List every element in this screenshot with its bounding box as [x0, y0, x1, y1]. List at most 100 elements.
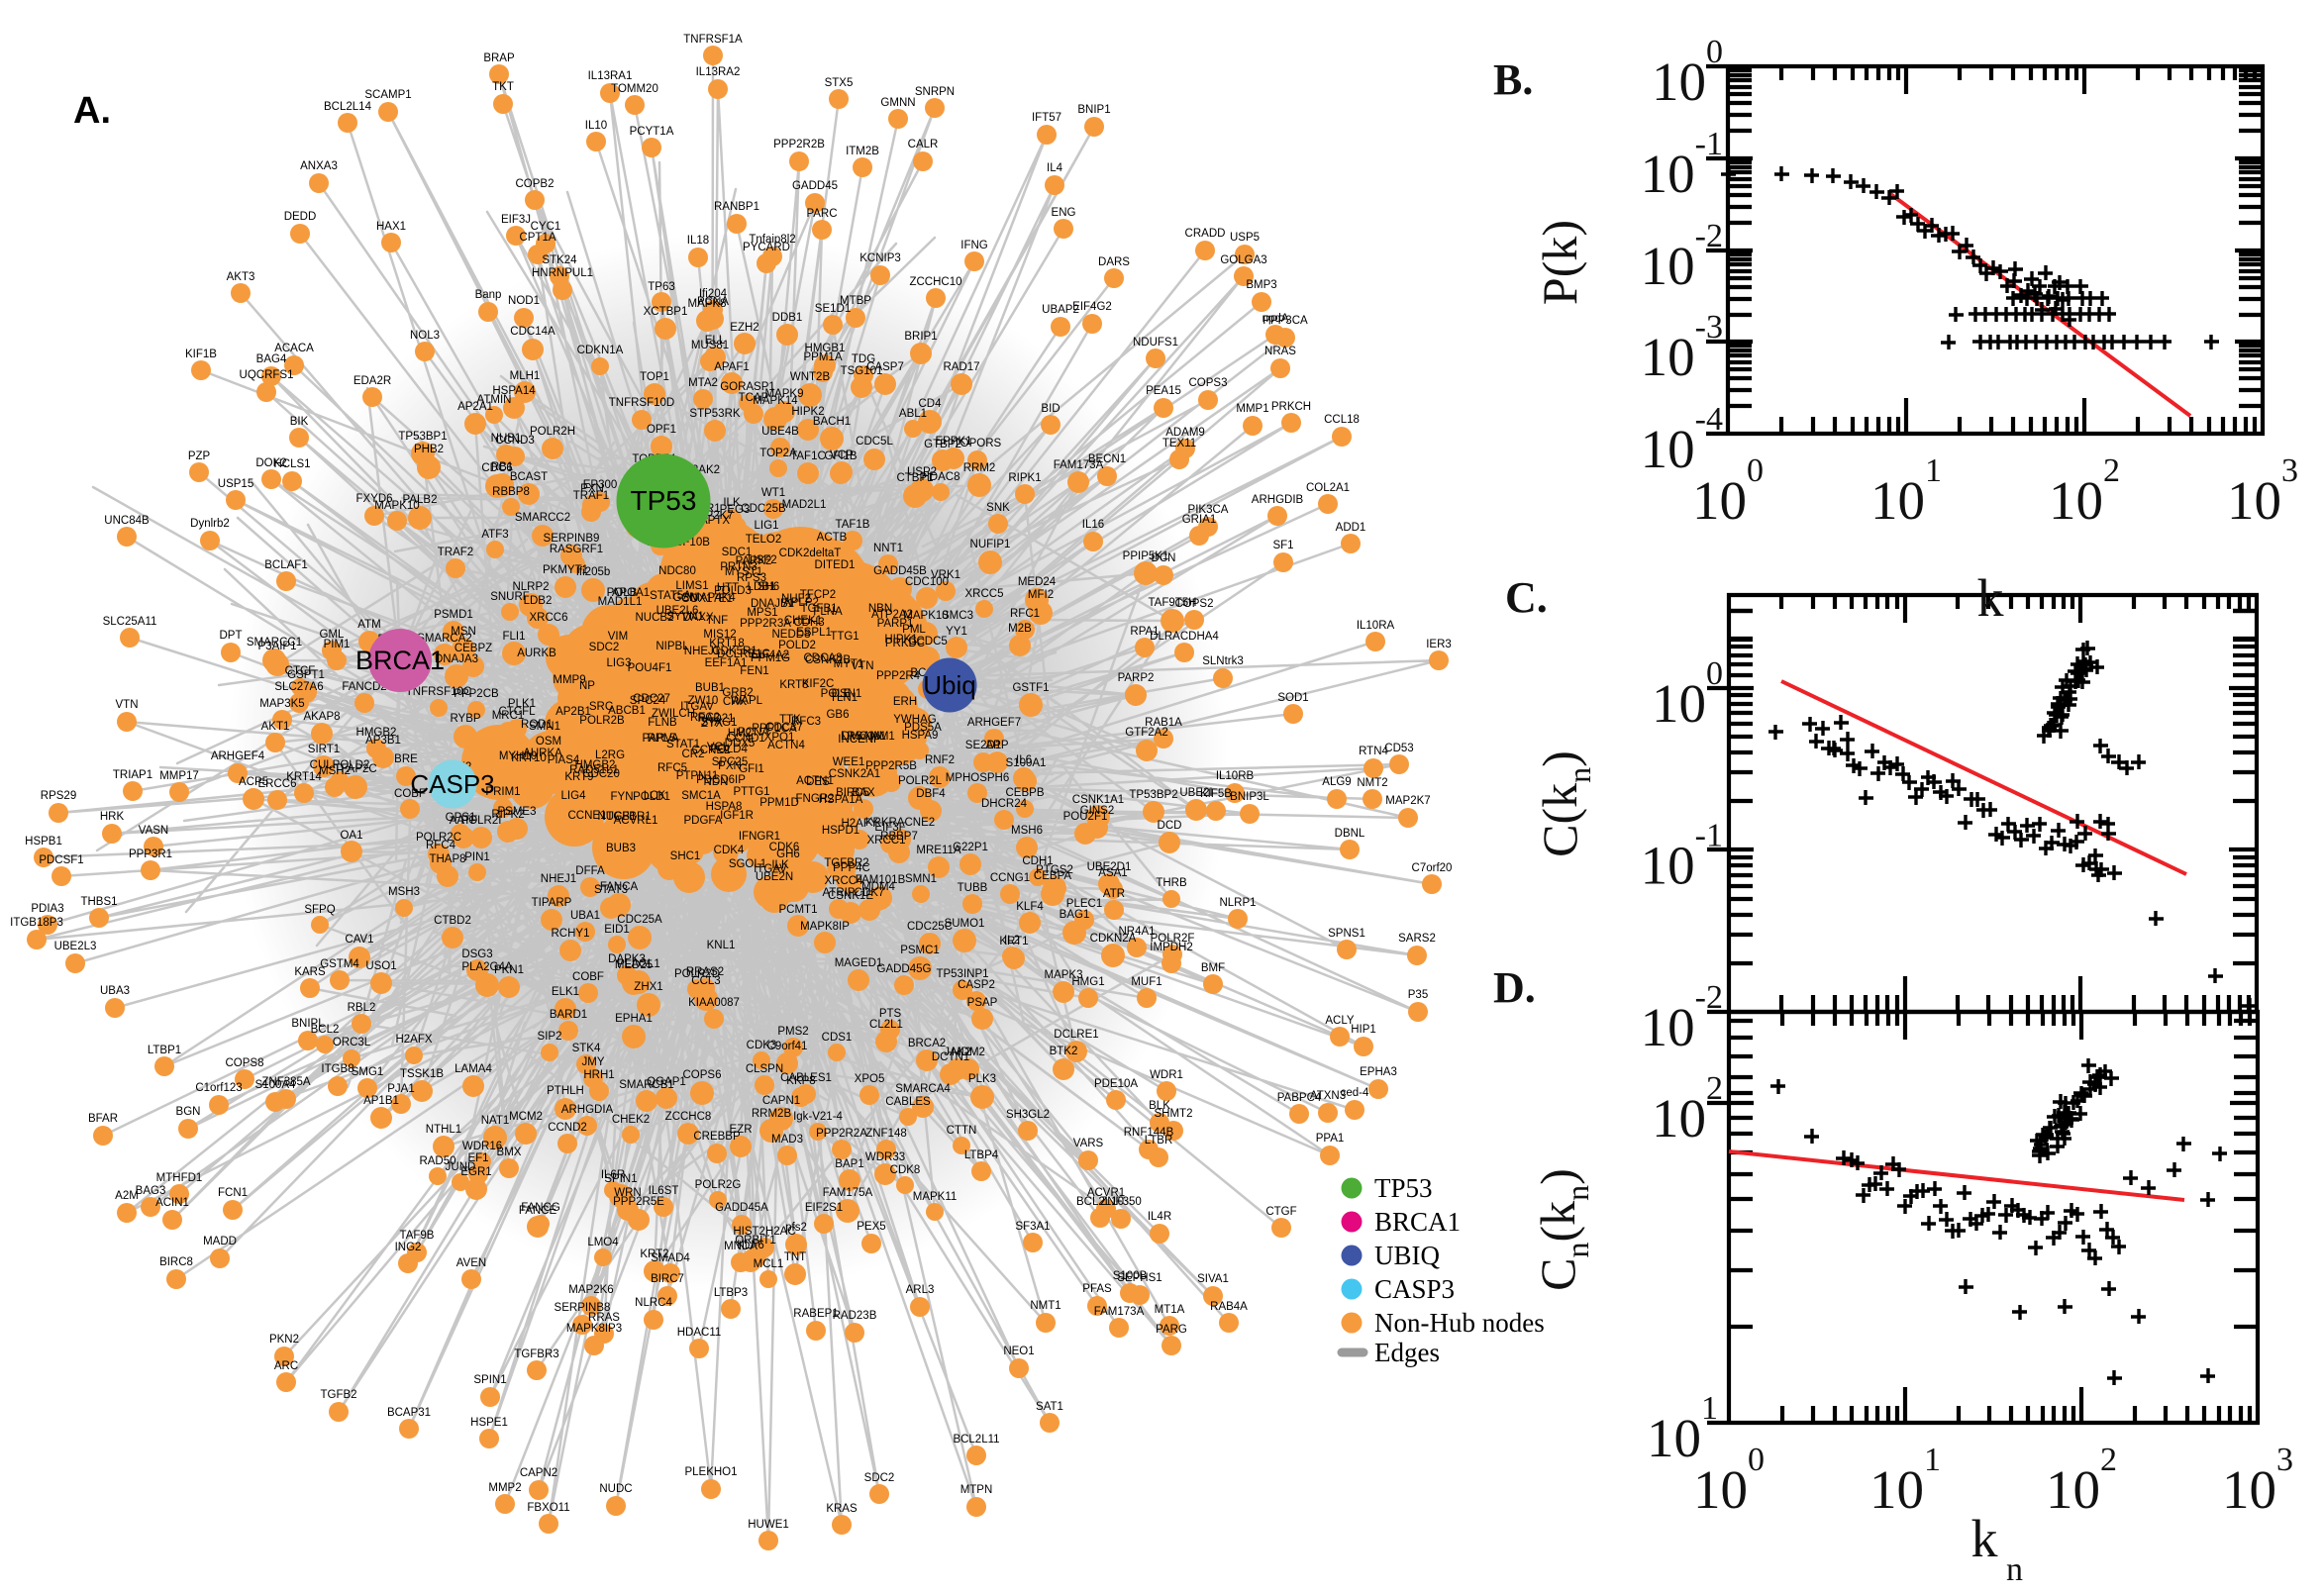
svg-text:PCNA: PCNA [697, 296, 729, 308]
svg-text:MNDA: MNDA [724, 1241, 758, 1252]
svg-text:RTN4: RTN4 [1359, 746, 1388, 757]
svg-text:RCHY1: RCHY1 [552, 928, 590, 940]
svg-text:C.: C. [1505, 573, 1548, 622]
svg-text:BMP3: BMP3 [1246, 279, 1276, 291]
svg-text:BNIP3L: BNIP3L [1230, 791, 1269, 803]
svg-text:EIF4G2: EIF4G2 [1072, 301, 1112, 313]
svg-text:PZP: PZP [188, 450, 211, 462]
svg-text:ZNF385A: ZNF385A [261, 1076, 311, 1088]
svg-text:VASN: VASN [139, 825, 168, 837]
svg-text:PIAS4: PIAS4 [548, 754, 580, 766]
svg-text:MAPK8IP3: MAPK8IP3 [566, 1323, 622, 1335]
svg-text:CULPOLD2: CULPOLD2 [310, 759, 370, 771]
svg-text:TIPARP: TIPARP [532, 897, 572, 909]
svg-text:PSME3: PSME3 [498, 806, 537, 818]
svg-text:NUFIP1: NUFIP1 [970, 539, 1011, 550]
svg-text:CABLES1: CABLES1 [780, 1072, 832, 1084]
svg-text:HSPA1A: HSPA1A [819, 794, 863, 806]
svg-text:RPA1: RPA1 [1130, 626, 1159, 638]
svg-text:ZYX: ZYX [701, 718, 724, 730]
svg-text:WRN: WRN [614, 1187, 641, 1199]
svg-text:MTBP: MTBP [840, 295, 871, 307]
svg-text:PSMC1: PSMC1 [900, 945, 940, 956]
svg-text:ANXA3: ANXA3 [300, 160, 338, 172]
svg-text:PPP3R1: PPP3R1 [129, 848, 172, 860]
svg-text:LDB2: LDB2 [524, 595, 553, 607]
svg-text:MAD1L1: MAD1L1 [598, 596, 643, 608]
svg-text:ORC3L: ORC3L [333, 1037, 371, 1048]
svg-text:POU2F1: POU2F1 [1063, 811, 1108, 823]
svg-text:POLR2B: POLR2B [579, 715, 625, 727]
svg-text:ILK: ILK [723, 497, 741, 509]
svg-text:MSH6: MSH6 [1011, 825, 1043, 837]
svg-text:CDC5L: CDC5L [856, 436, 893, 448]
svg-text:SF1: SF1 [1272, 540, 1293, 551]
svg-text:RAB4A: RAB4A [1210, 1301, 1248, 1313]
svg-text:GOLGA3: GOLGA3 [1220, 254, 1266, 266]
svg-text:PPP2R5E: PPP2R5E [613, 1196, 664, 1208]
svg-text:POLD4: POLD4 [710, 744, 748, 755]
svg-text:PFAS: PFAS [1082, 1283, 1112, 1295]
svg-text:HSPA9: HSPA9 [902, 730, 939, 742]
svg-text:COPS6: COPS6 [683, 1069, 722, 1081]
svg-text:YWHAG: YWHAG [893, 714, 937, 726]
svg-text:FBXO11: FBXO11 [527, 1502, 569, 1514]
svg-text:TAF1C: TAF1C [790, 450, 826, 462]
svg-text:KRT9: KRT9 [564, 771, 593, 783]
svg-text:ABL1: ABL1 [899, 408, 927, 420]
svg-text:AVEN: AVEN [456, 1257, 486, 1269]
svg-text:FANCG: FANCG [521, 1202, 560, 1214]
svg-text:SNRPN: SNRPN [915, 86, 955, 98]
svg-text:PTPN11: PTPN11 [676, 770, 719, 782]
svg-text:GADD45B: GADD45B [873, 565, 927, 577]
svg-text:PARG: PARG [1156, 1324, 1187, 1336]
svg-text:MAP4K4: MAP4K4 [690, 592, 736, 604]
svg-text:ITGAV: ITGAV [680, 701, 714, 713]
svg-text:MAP2K7: MAP2K7 [1385, 795, 1430, 807]
svg-text:SH3GL2: SH3GL2 [1006, 1109, 1050, 1121]
svg-text:EPHA3: EPHA3 [1360, 1066, 1397, 1078]
svg-text:ACIN1: ACIN1 [155, 1197, 189, 1209]
svg-text:C9orf41: C9orf41 [767, 1041, 808, 1052]
svg-text:DITED1: DITED1 [815, 559, 856, 571]
svg-text:HDAC11: HDAC11 [677, 1327, 722, 1339]
svg-text:ILK: ILK [771, 859, 789, 871]
svg-text:Ifi204: Ifi204 [699, 288, 728, 300]
svg-text:UBE2L3: UBE2L3 [54, 941, 97, 952]
svg-text:JAK2: JAK2 [944, 1047, 971, 1058]
svg-text:SERPINB9: SERPINB9 [544, 533, 600, 545]
svg-text:USO1: USO1 [365, 960, 396, 972]
svg-text:MCM2: MCM2 [509, 1111, 543, 1123]
svg-text:C1orf123: C1orf123 [195, 1082, 242, 1094]
svg-text:TAF1B: TAF1B [836, 519, 870, 531]
svg-text:SCAMP1: SCAMP1 [364, 89, 411, 101]
svg-text:XCTBP1: XCTBP1 [644, 306, 688, 318]
svg-text:CHEK2: CHEK2 [612, 1114, 650, 1126]
svg-text:TNFRSF10D: TNFRSF10D [609, 397, 674, 409]
svg-text:PML: PML [902, 624, 926, 636]
svg-text:GADD45G: GADD45G [877, 963, 932, 975]
svg-text:FEN1: FEN1 [740, 665, 768, 677]
svg-text:XRCC6: XRCC6 [530, 612, 568, 624]
svg-text:RFC5: RFC5 [657, 762, 687, 774]
svg-text:CTBD2: CTBD2 [434, 915, 471, 927]
svg-text:KIF5B: KIF5B [1200, 788, 1232, 800]
svg-text:AM1: AM1 [871, 731, 895, 743]
svg-text:PCMT1: PCMT1 [779, 904, 818, 916]
svg-text:KLF6: KLF6 [737, 1240, 764, 1251]
svg-text:MTPN: MTPN [960, 1484, 993, 1496]
svg-text:DCLRE1: DCLRE1 [1054, 1029, 1098, 1041]
svg-text:STAT1: STAT1 [666, 739, 700, 750]
svg-text:SPNS1: SPNS1 [1328, 928, 1365, 940]
svg-text:WEE1: WEE1 [833, 756, 865, 768]
svg-text:P3AIP1: P3AIP1 [258, 641, 297, 652]
svg-text:TOMM20: TOMM20 [611, 83, 658, 95]
svg-text:EZH2: EZH2 [730, 322, 758, 334]
svg-text:L2RG: L2RG [595, 749, 625, 761]
svg-text:BRCA1: BRCA1 [355, 646, 445, 675]
svg-text:CAV1: CAV1 [345, 934, 373, 946]
svg-text:TOPORS: TOPORS [954, 438, 1002, 449]
svg-text:NHEJ1: NHEJ1 [541, 873, 576, 885]
svg-text:ZHX1: ZHX1 [634, 981, 662, 993]
svg-text:QGAP1: QGAP1 [647, 1076, 686, 1088]
